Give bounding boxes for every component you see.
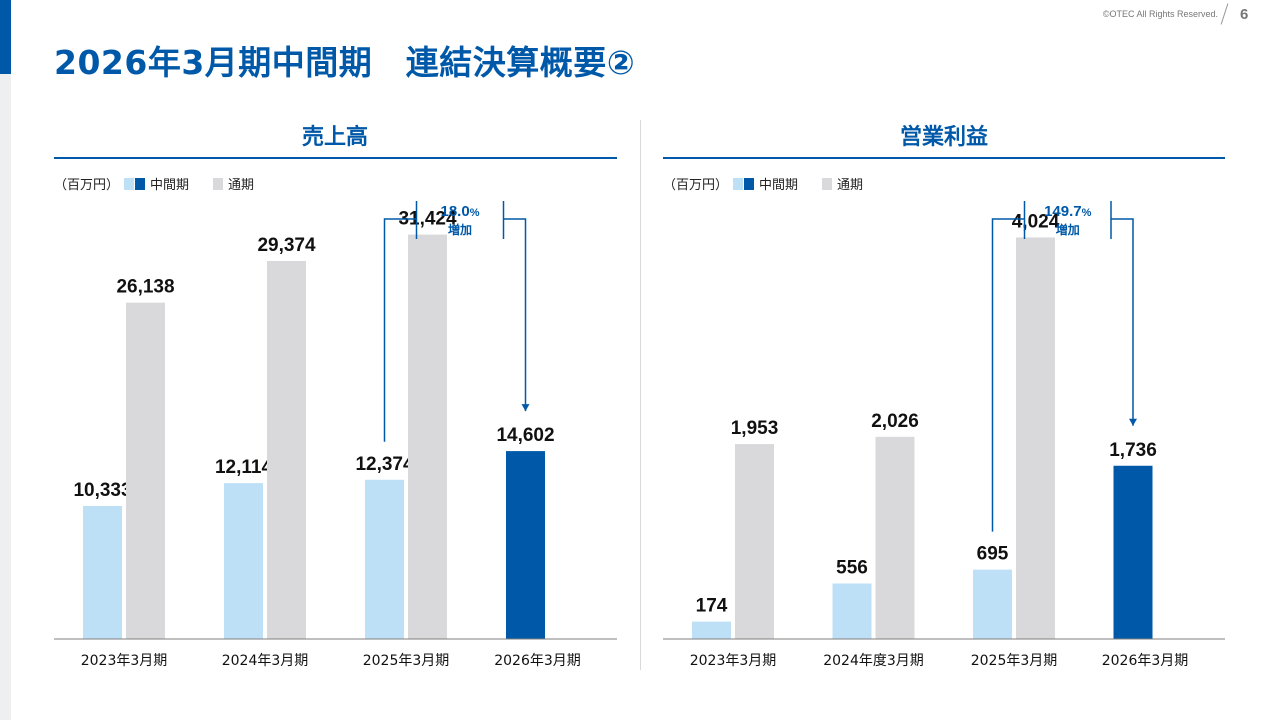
chart1-legend-swatch-current [135, 178, 145, 190]
page-number: 6 [1240, 6, 1249, 23]
chart2-growth-arrowhead [1129, 418, 1137, 426]
chart2-bar-interim-4 [1113, 465, 1153, 639]
chart1-category-label-4: 2026年3月期 [494, 653, 581, 669]
chart2-category-label-2: 2024年度3月期 [823, 653, 924, 669]
chart2-legend-label-fullyear: 通期 [837, 178, 863, 193]
chart2-label-interim-3: 695 [977, 544, 1009, 565]
chart1-label-interim-1: 10,333 [73, 480, 131, 501]
chart2-bar-fullyear-1 [735, 444, 774, 639]
chart2-bar-interim-1 [692, 621, 731, 639]
chart1-label-interim-2: 12,114 [215, 457, 272, 478]
chart1-bar-fullyear-1 [126, 302, 165, 639]
chart2-growth-bracket-left [991, 218, 1025, 532]
chart2-category-label-1: 2023年3月期 [690, 653, 777, 669]
chart1-growth-percent-unit: % [470, 207, 480, 219]
chart1-bar-interim-4 [506, 451, 545, 639]
chart2-category-label-3: 2025年3月期 [971, 653, 1058, 669]
chart2-label-fullyear-2: 2,026 [871, 411, 919, 432]
chart2-title: 営業利益 [900, 124, 988, 149]
chart2-bar-fullyear-3 [1016, 237, 1055, 640]
chart1-bar-fullyear-2 [267, 261, 306, 639]
chart2-category-label-4: 2026年3月期 [1102, 653, 1189, 669]
chart2-bar-interim-3 [973, 569, 1012, 639]
chart2-label-interim-2: 556 [836, 558, 868, 579]
chart1-unit-label: （百万円） [54, 178, 119, 193]
chart1-label-fullyear-2: 29,374 [257, 235, 316, 256]
chart1-legend-label-interim: 中間期 [150, 178, 189, 193]
chart2-bar-interim-2 [832, 583, 872, 639]
chart2-bar-fullyear-2 [875, 436, 915, 639]
chart1-label-fullyear-1: 26,138 [116, 277, 174, 298]
page-title: 2026年3月期中間期 連結決算概要② [54, 43, 636, 82]
chart1-growth-percent: 18.0% [441, 203, 480, 220]
chart1-growth-arrowhead [521, 404, 530, 412]
chart1-bar-interim-1 [83, 506, 122, 639]
chart1-label-fullyear-3: 31,424 [398, 209, 457, 230]
copyright-text: ©OTEC All Rights Reserved. [1102, 9, 1218, 19]
chart2-label-interim-1: 174 [696, 596, 728, 617]
chart2-label-fullyear-1: 1,953 [731, 418, 779, 439]
chart1-title: 売上高 [302, 124, 368, 149]
chart2-label-interim-4: 1,736 [1109, 440, 1157, 461]
chart2-legend-swatch-fullyear [822, 178, 832, 190]
chart1-bar-interim-3 [365, 479, 404, 639]
chart1-growth-text: 増加 [448, 222, 472, 237]
chart2-growth-percent-unit: % [1082, 207, 1092, 219]
chart1-category-label-2: 2024年3月期 [222, 653, 309, 669]
chart1-legend-label-fullyear: 通期 [228, 178, 254, 193]
chart1-category-label-3: 2025年3月期 [363, 653, 450, 669]
chart1-growth-bracket-left [383, 218, 417, 442]
panel-divider [640, 120, 641, 670]
chart2-legend-swatch-current [744, 178, 754, 190]
chart2-legend-swatch-interim [733, 178, 743, 190]
chart1-growth-bracket-right [503, 218, 527, 412]
chart1-bar-fullyear-3 [408, 234, 447, 639]
chart1-legend-swatch-fullyear [213, 178, 223, 190]
chart2-legend-label-interim: 中間期 [759, 178, 798, 193]
chart1-category-label-1: 2023年3月期 [81, 653, 168, 669]
chart1-legend-swatch-interim [124, 178, 134, 190]
chart2-unit-label: （百万円） [663, 178, 728, 193]
chart1-label-interim-3: 12,374 [355, 454, 414, 475]
chart1-bar-interim-2 [224, 483, 263, 639]
left-side-stripe [0, 74, 11, 720]
chart2-growth-bracket-right [1111, 218, 1134, 426]
title-accent-bar [0, 0, 11, 74]
chart2-growth-text: 増加 [1056, 222, 1080, 237]
chart2-growth-percent: 149.7% [1044, 203, 1092, 220]
chart2-label-fullyear-3: 4,024 [1012, 211, 1060, 232]
chart1-label-interim-4: 14,602 [496, 425, 554, 446]
